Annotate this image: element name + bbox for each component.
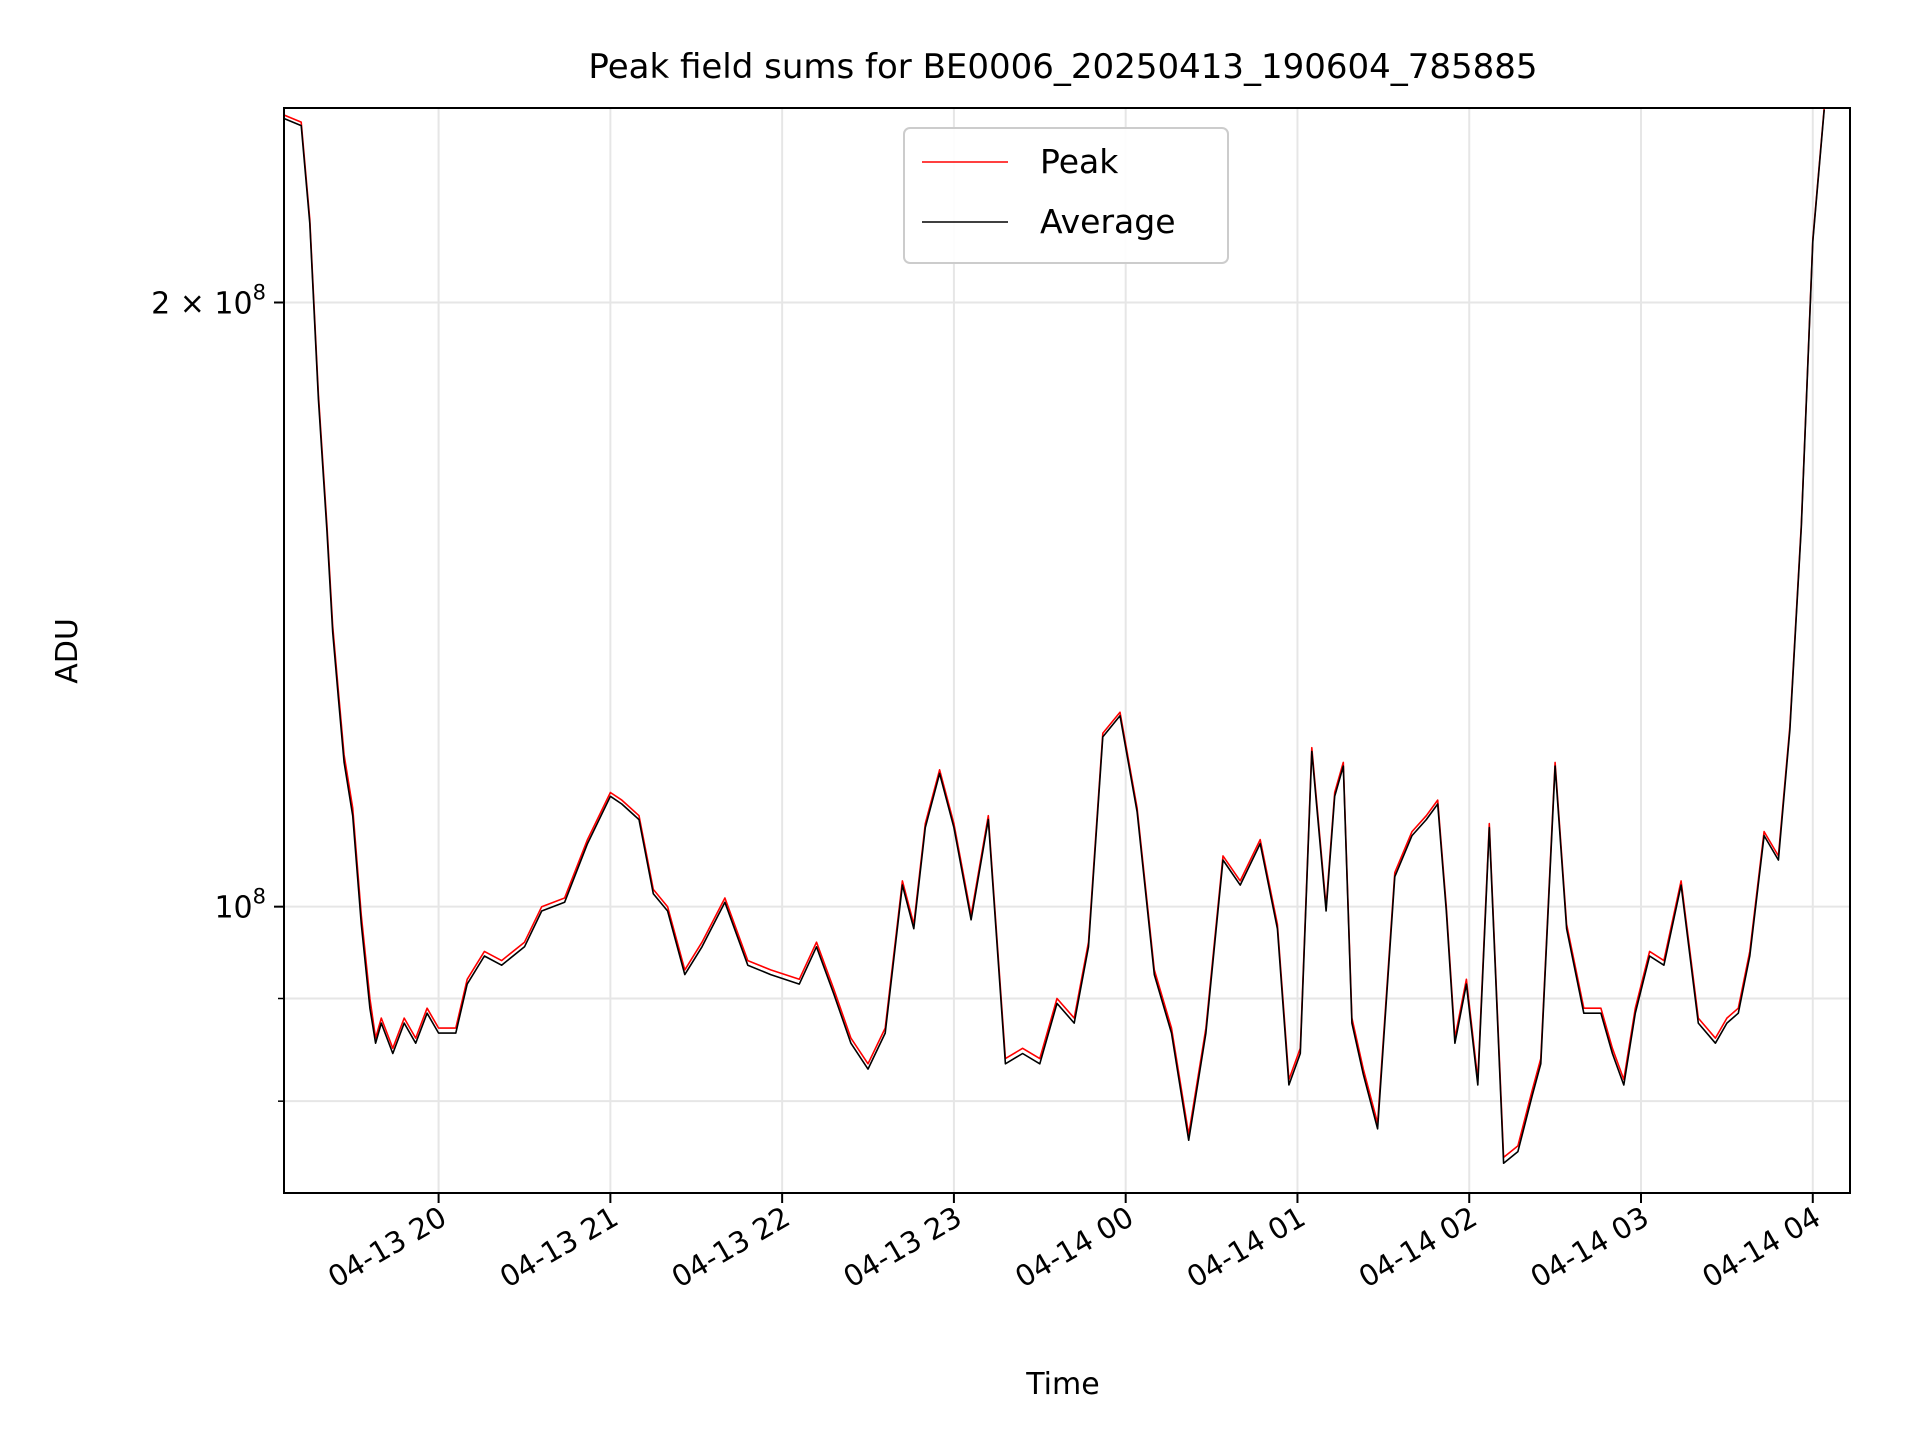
axes-frame	[283, 107, 1851, 1194]
y-tick-label-base: 2 × 10	[151, 286, 252, 321]
y-tick-label-exponent: 8	[253, 885, 266, 909]
y-axis-label: ADU	[50, 618, 85, 684]
legend-label-average: Average	[1040, 202, 1176, 241]
series-lines	[284, 108, 1825, 1164]
legend: Peak Average	[903, 127, 1229, 264]
x-axis-label: Time	[1025, 1367, 1099, 1402]
y-tick-label-exponent: 8	[253, 280, 266, 304]
y-tick-label: 108	[214, 885, 266, 926]
grid	[284, 108, 1850, 1193]
y-tick-label: 2 × 108	[151, 280, 266, 321]
y-tick-label-base: 10	[214, 891, 252, 926]
legend-label-peak: Peak	[1040, 142, 1119, 181]
chart-title: Peak field sums for BE0006_20250413_1906…	[588, 47, 1537, 87]
series-line-average	[284, 109, 1825, 1164]
